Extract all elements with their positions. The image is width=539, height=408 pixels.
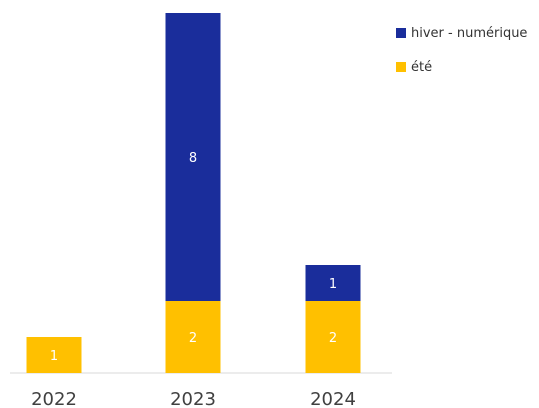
legend-label-hiver: hiver - numérique <box>411 25 528 41</box>
legend-item-hiver: hiver - numérique <box>396 24 539 42</box>
legend: hiver - numérique été <box>396 24 539 92</box>
x-tick-label-2024: 2024 <box>310 389 356 408</box>
data-label-2024-series-1: 1 <box>329 277 337 292</box>
bar-2022-series-0 <box>26 337 82 373</box>
legend-label-ete: été <box>411 59 433 75</box>
data-label-2023-series-1: 8 <box>189 151 197 166</box>
bar-2024-series-0 <box>305 301 361 373</box>
data-label-2023-series-0: 2 <box>189 331 197 346</box>
x-tick-label-2023: 2023 <box>170 389 216 408</box>
bar-2024-series-1 <box>305 265 361 301</box>
legend-item-ete: été <box>396 58 539 76</box>
bar-2023-series-1 <box>165 13 221 301</box>
data-label-2022-series-0: 1 <box>50 349 58 364</box>
x-tick-label-2022: 2022 <box>31 389 77 408</box>
data-label-2024-series-0: 2 <box>329 331 337 346</box>
bar-2023-series-0 <box>165 301 221 373</box>
legend-swatch-ete <box>396 62 406 72</box>
legend-swatch-hiver <box>396 28 406 38</box>
